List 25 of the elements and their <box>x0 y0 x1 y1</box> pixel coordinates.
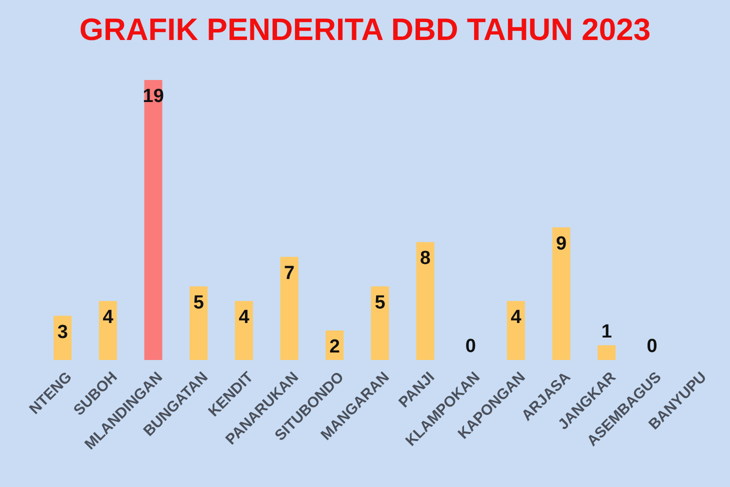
data-label: 1 <box>601 321 612 342</box>
bar <box>416 242 434 360</box>
data-label: 5 <box>193 292 204 314</box>
data-label: 7 <box>284 262 295 284</box>
bar <box>98 301 117 360</box>
bar <box>506 301 525 360</box>
bar <box>280 256 298 360</box>
data-label: 0 <box>646 336 658 357</box>
chart-title: GRAFIK PENDERITA DBD TAHUN 2023 <box>78 12 652 48</box>
data-label: 4 <box>238 307 250 328</box>
data-label: 8 <box>420 248 431 270</box>
data-label: 9 <box>556 233 567 254</box>
data-label: 4 <box>510 307 522 328</box>
data-label: 19 <box>142 86 164 107</box>
bar <box>552 227 570 360</box>
bar <box>190 286 208 360</box>
bar <box>144 80 162 360</box>
bar <box>598 345 616 360</box>
data-label: 5 <box>374 292 386 314</box>
data-label: 0 <box>465 336 476 357</box>
bar <box>234 301 253 360</box>
data-label: 4 <box>102 307 114 328</box>
data-label: 3 <box>57 322 68 343</box>
bar <box>370 286 389 360</box>
data-label: 2 <box>329 336 340 358</box>
